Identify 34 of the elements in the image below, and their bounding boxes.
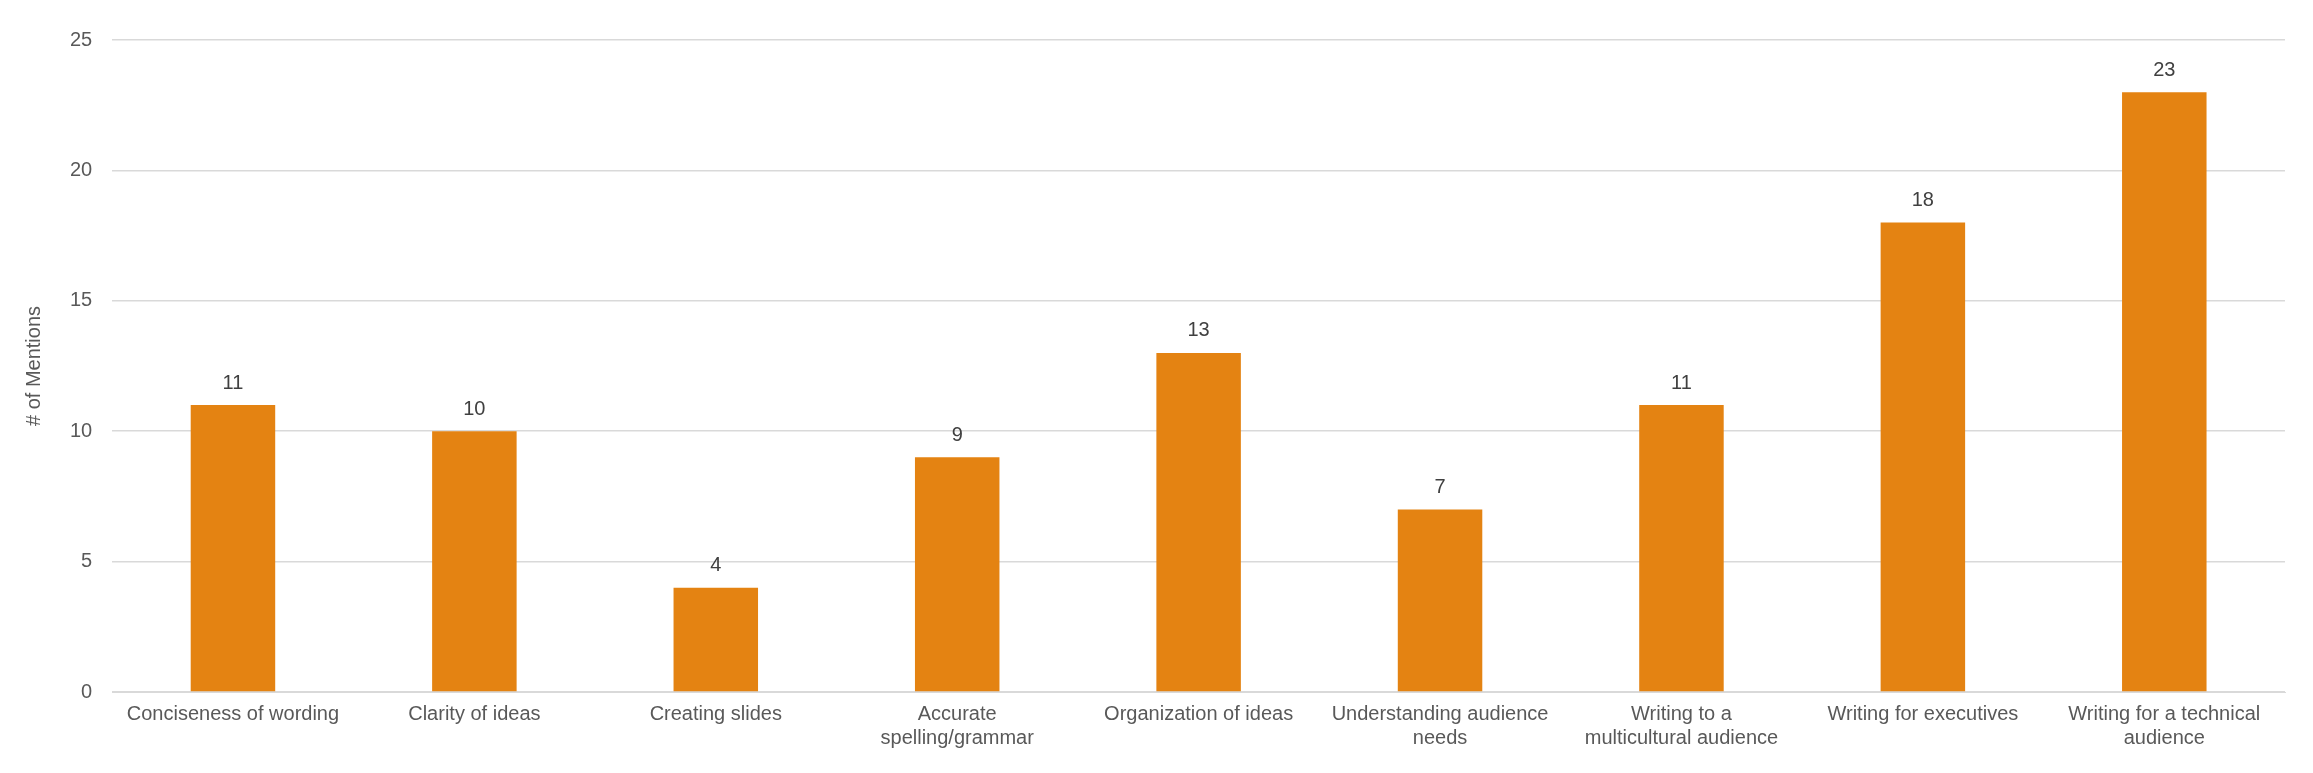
data-label: 23	[2153, 57, 2176, 80]
x-tick-label: Conciseness of wording	[126, 701, 340, 724]
bar	[2122, 92, 2207, 692]
data-label: 4	[710, 553, 722, 576]
x-tick-label: Organization of ideas	[1104, 701, 1294, 724]
data-label: 7	[1434, 474, 1446, 497]
bar	[673, 587, 759, 692]
bar	[432, 431, 517, 692]
data-label: 11	[1671, 370, 1692, 393]
y-tick-label: 10	[70, 418, 93, 441]
x-tick-label: Writing to a multicultural audience	[1584, 701, 1779, 748]
y-tick-label: 5	[81, 549, 93, 572]
x-tick-label: Writing for a technical audience	[2068, 701, 2261, 748]
bar	[1880, 222, 1966, 692]
data-label: 18	[1911, 188, 1934, 211]
bar	[1639, 405, 1724, 692]
bar	[1397, 509, 1483, 692]
y-tick-label: 25	[70, 27, 93, 50]
x-tick-label: Writing for executives	[1827, 701, 2019, 724]
x-tick-label: Accurate spelling/grammar	[880, 701, 1035, 748]
data-label: 9	[951, 422, 963, 445]
data-label: 11	[222, 370, 244, 393]
bar	[1156, 352, 1241, 692]
x-tick-label: Creating slides	[649, 701, 782, 724]
bar	[914, 457, 1000, 692]
y-tick-label: 15	[70, 288, 93, 311]
x-tick-label: Understanding audience needs	[1331, 701, 1549, 748]
y-tick-label: 0	[81, 679, 93, 702]
y-axis-title: # of Mentions	[21, 305, 44, 427]
data-label: 10	[463, 396, 486, 419]
data-label: 13	[1187, 318, 1210, 341]
x-tick-label: Clarity of ideas	[408, 701, 541, 724]
y-tick-label: 20	[70, 157, 93, 180]
bar	[190, 405, 276, 692]
